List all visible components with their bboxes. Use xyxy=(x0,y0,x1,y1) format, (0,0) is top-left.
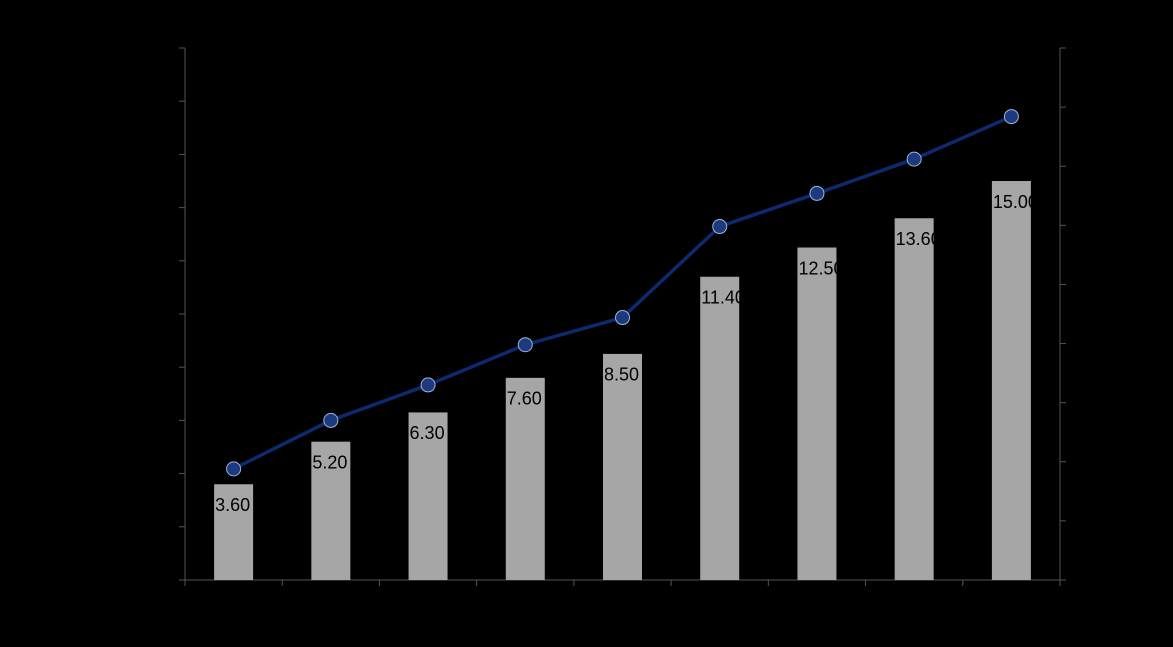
marker xyxy=(1003,109,1019,125)
bar xyxy=(603,353,642,580)
bar xyxy=(408,412,448,580)
data-label: 5.20 xyxy=(312,452,347,472)
data-label: 11.40 xyxy=(701,288,745,308)
bar xyxy=(311,441,351,580)
marker xyxy=(420,377,436,393)
data-label: 7.60 xyxy=(507,389,542,409)
data-label: 6.30 xyxy=(410,423,445,443)
data-label: 15.00 xyxy=(993,192,1038,212)
data-label: 8.50 xyxy=(604,365,639,385)
bar xyxy=(991,181,1031,580)
marker xyxy=(226,461,242,477)
bar xyxy=(894,218,934,581)
bar xyxy=(700,276,740,580)
marker xyxy=(615,310,630,326)
bar xyxy=(797,247,837,580)
marker xyxy=(906,151,922,167)
data-label: 12.50 xyxy=(798,258,843,278)
marker xyxy=(323,412,339,428)
bar xyxy=(214,484,254,580)
data-label: 3.60 xyxy=(215,495,250,515)
marker xyxy=(809,185,825,201)
data-label: 13.60 xyxy=(896,229,941,249)
bar xyxy=(505,377,545,580)
marker xyxy=(517,337,533,353)
marker xyxy=(712,219,728,235)
